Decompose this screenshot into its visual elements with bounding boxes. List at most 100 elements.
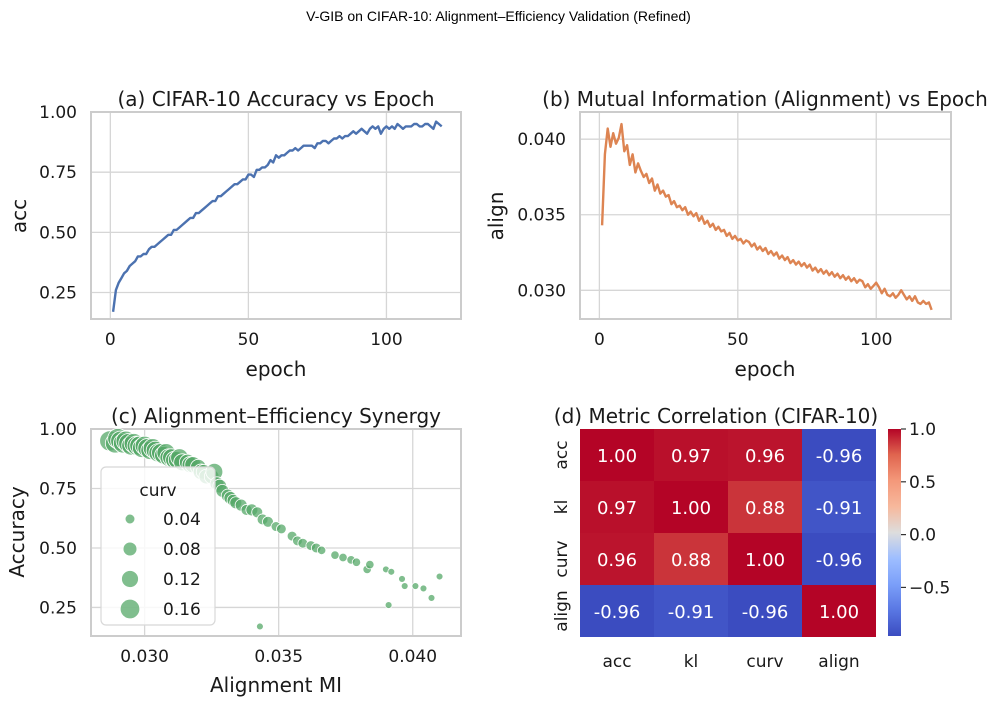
legend-label: 0.04 <box>163 510 201 530</box>
y-tick-label: 0.035 <box>517 206 566 226</box>
x-tick-label: 0 <box>105 330 116 350</box>
heatmap-cell-label: -0.96 <box>742 602 789 623</box>
heatmap-row-label: acc <box>552 440 572 469</box>
heatmap-cell-label: 1.00 <box>745 550 785 571</box>
heatmap-col-label: kl <box>684 652 699 672</box>
panel-b-ticks: 0 50 100 0.030 0.035 0.040 <box>517 130 892 350</box>
heatmap-cell <box>580 533 654 585</box>
heatmap-cell <box>728 585 802 637</box>
heatmap-cell <box>802 429 876 481</box>
scatter-point <box>387 567 396 576</box>
heatmap-cell-label: -0.96 <box>594 602 641 623</box>
heatmap-cell <box>580 429 654 481</box>
series-line <box>600 122 933 311</box>
y-tick-label: 1.00 <box>39 103 77 123</box>
panel-a-ticks: 0 50 100 0.25 0.50 0.75 1.00 <box>39 103 403 350</box>
scatter-point <box>316 545 327 555</box>
heatmap-cell <box>728 429 802 481</box>
legend-items: 0.04 0.08 0.12 0.16 <box>119 510 201 620</box>
scatter-point <box>256 622 264 631</box>
scatter-point <box>330 550 340 560</box>
colorbar-tick-label: 0.5 <box>909 473 936 493</box>
legend-label: 0.16 <box>163 600 201 620</box>
x-tick-label: 0.035 <box>254 647 303 667</box>
panel-b-xlabel: epoch <box>735 357 796 381</box>
x-tick-label: 50 <box>238 330 260 350</box>
y-tick-label: 0.75 <box>39 163 77 183</box>
x-tick-label: 50 <box>727 330 749 350</box>
heatmap-cell-label: 1.00 <box>671 498 711 519</box>
scatter-point <box>384 601 393 609</box>
panel-c-ticks: 0.030 0.035 0.040 0.25 0.50 0.75 1.00 <box>39 420 437 667</box>
heatmap-col-label: align <box>818 652 859 672</box>
heatmap-cell-label: 1.00 <box>597 446 637 467</box>
scatter-point <box>338 552 348 563</box>
heatmap-axis-labels: acc kl curv align acc kl curv align <box>552 440 860 672</box>
y-tick-label: 0.75 <box>39 479 77 499</box>
heatmap-cell <box>654 481 728 533</box>
legend-marker <box>119 598 141 620</box>
x-tick-label: 100 <box>370 330 402 350</box>
x-tick-label: 0.030 <box>120 647 169 667</box>
y-tick-label: 0.030 <box>517 281 566 301</box>
heatmap-cell <box>802 481 876 533</box>
heatmap-col-label: acc <box>602 652 631 672</box>
panel-c-legend: curv 0.04 0.08 0.12 0.16 <box>100 466 216 626</box>
heatmap-cell <box>654 533 728 585</box>
heatmap-cell <box>728 533 802 585</box>
scatter-point <box>365 559 375 570</box>
heatmap-cell-label: -0.91 <box>668 602 715 623</box>
heatmap-cell-label: -0.96 <box>816 446 863 467</box>
legend-marker <box>121 570 139 588</box>
scatter-point <box>411 582 420 590</box>
colorbar-tick-label: −0.5 <box>909 578 950 598</box>
panel-d-title: (d) Metric Correlation (CIFAR-10) <box>554 404 878 428</box>
legend-marker <box>124 513 136 525</box>
heatmap-cell-label: 0.96 <box>745 446 785 467</box>
colorbar-tick-label: 0.0 <box>909 526 936 546</box>
heatmap-col-label: curv <box>746 652 783 672</box>
panel-a-ylabel: acc <box>7 199 31 233</box>
series-line <box>111 120 443 312</box>
heatmap-cell-label: -0.91 <box>816 498 863 519</box>
scatter-point <box>398 575 406 583</box>
panel-a-frame <box>90 111 462 320</box>
heatmap-cells: 1.00 0.97 0.96 -0.96 0.97 1.00 0.88 -0.91 0.96 0.… <box>580 429 876 637</box>
scatter-point <box>435 572 444 581</box>
legend-title: curv <box>139 481 176 501</box>
heatmap-cell <box>580 481 654 533</box>
legend-label: 0.08 <box>163 540 201 560</box>
heatmap-cell <box>654 429 728 481</box>
panel-c-title: (c) Alignment–Efficiency Synergy <box>111 404 441 428</box>
panel-a-title: (a) CIFAR-10 Accuracy vs Epoch <box>117 87 434 111</box>
panel-b-ylabel: align <box>484 192 508 241</box>
panel-a-grid <box>91 111 461 319</box>
panel-a-line <box>111 120 443 312</box>
heatmap-cell <box>802 585 876 637</box>
heatmap-cell-label: 0.88 <box>671 550 711 571</box>
scatter-point <box>351 557 362 567</box>
scatter-point <box>262 515 274 528</box>
heatmap-cell-label: 0.97 <box>597 498 637 519</box>
heatmap-cell-label: -0.96 <box>816 550 863 571</box>
scatter-point <box>400 582 409 590</box>
scatter-point <box>276 523 287 535</box>
heatmap-row-label: curv <box>552 540 572 577</box>
colorbar-ticks: 1.0 0.5 0.0 −0.5 <box>901 420 950 598</box>
panel-b-line <box>600 122 933 311</box>
heatmap-cell <box>654 585 728 637</box>
y-tick-label: 0.50 <box>39 223 77 243</box>
scatter-point <box>427 594 436 602</box>
y-tick-label: 0.50 <box>39 539 77 559</box>
heatmap-cell-label: 1.00 <box>819 602 859 623</box>
heatmap-row-label: align <box>552 590 572 631</box>
heatmap-cell <box>802 533 876 585</box>
y-tick-label: 1.00 <box>39 420 77 440</box>
panel-b: 0 50 100 0.030 0.035 0.040 (b) Mutual Informa… <box>484 87 988 381</box>
colorbar-tick-label: 1.0 <box>909 420 936 440</box>
panel-a: 0 50 100 0.25 0.50 0.75 1.00 (a) CIFAR-10 Accu… <box>7 87 462 381</box>
heatmap-cell <box>728 481 802 533</box>
figure-suptitle: V-GIB on CIFAR-10: Alignment–Efficiency … <box>306 8 691 24</box>
heatmap-cell-label: 0.97 <box>671 446 711 467</box>
